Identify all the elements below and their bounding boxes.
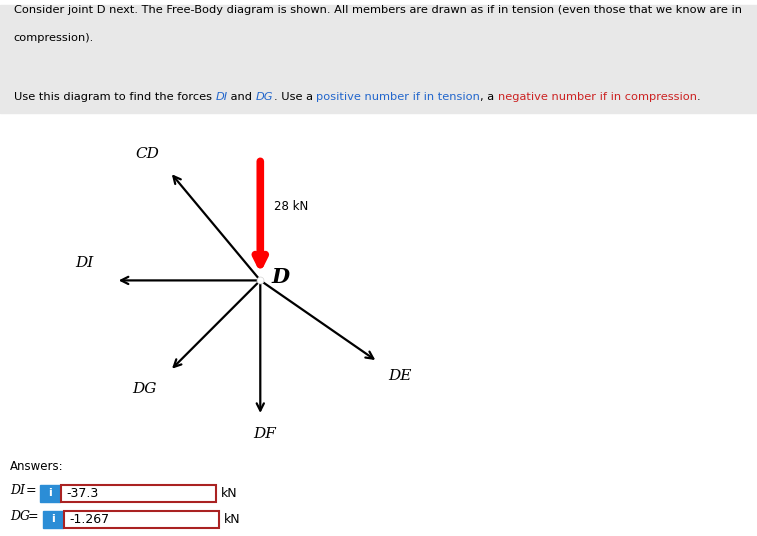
Text: DF: DF	[254, 427, 276, 441]
Text: -37.3: -37.3	[66, 487, 98, 500]
Text: DI: DI	[215, 92, 227, 102]
FancyBboxPatch shape	[40, 485, 60, 502]
Text: positive number if in tension: positive number if in tension	[316, 92, 480, 102]
Text: DI: DI	[75, 256, 93, 270]
Text: Consider joint D next. The Free-Body diagram is shown. All members are drawn as : Consider joint D next. The Free-Body dia…	[14, 5, 742, 14]
Text: CD: CD	[136, 147, 159, 161]
Text: Answers:: Answers:	[10, 460, 64, 473]
FancyBboxPatch shape	[64, 511, 219, 528]
Text: -1.267: -1.267	[69, 513, 109, 526]
Text: Use this diagram to find the forces: Use this diagram to find the forces	[14, 92, 215, 102]
Text: i: i	[48, 488, 52, 498]
Text: kN: kN	[221, 487, 238, 500]
Text: compression).: compression).	[14, 33, 94, 43]
Text: DG: DG	[132, 382, 157, 396]
Text: kN: kN	[224, 513, 241, 526]
FancyBboxPatch shape	[43, 511, 63, 528]
Text: i: i	[51, 515, 55, 525]
Text: negative number if in compression: negative number if in compression	[498, 92, 697, 102]
Text: , a: , a	[480, 92, 498, 102]
Text: 28 kN: 28 kN	[274, 200, 308, 213]
Text: . Use a: . Use a	[273, 92, 316, 102]
Text: DG: DG	[10, 510, 30, 523]
Text: D: D	[271, 267, 289, 287]
FancyBboxPatch shape	[61, 485, 216, 502]
Text: .: .	[697, 92, 700, 102]
Text: =: =	[24, 510, 39, 523]
Text: and: and	[227, 92, 256, 102]
Text: =: =	[22, 484, 36, 497]
Text: DG: DG	[256, 92, 273, 102]
Text: DE: DE	[388, 369, 412, 383]
Text: DI: DI	[10, 484, 25, 497]
